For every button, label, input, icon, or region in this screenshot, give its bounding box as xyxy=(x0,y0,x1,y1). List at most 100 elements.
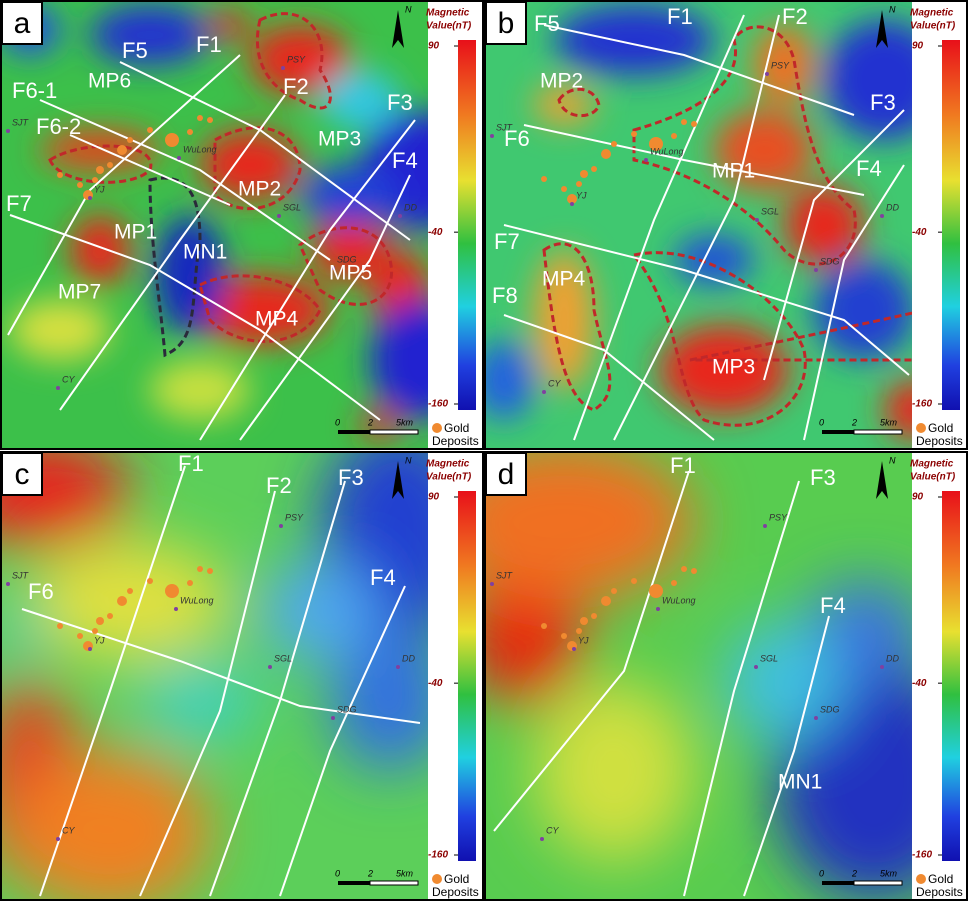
scale-label: 0 xyxy=(335,417,340,427)
scale-label: 5km xyxy=(396,868,414,878)
scale-bar xyxy=(369,880,419,886)
fault-label: F4 xyxy=(820,593,846,618)
map-panel: PSY SJT WuLong YJ SGL DD SDG CY F1 F2 F3 F4 F6 N 0 2 5km… xyxy=(0,451,484,901)
gold-deposit xyxy=(631,578,637,584)
gold-deposit xyxy=(77,633,83,639)
town-label: DD xyxy=(886,202,899,212)
town-label: PSY xyxy=(285,512,304,522)
fault-line xyxy=(573,14,745,441)
colorbar-tick-label: 90 xyxy=(428,41,440,52)
anomaly-outline xyxy=(542,242,612,412)
town-label: DD xyxy=(404,202,417,212)
legend-label: Deposits xyxy=(916,434,963,448)
colorbar xyxy=(458,491,476,861)
colorbar-tick-label: 90 xyxy=(912,41,924,52)
fault-line xyxy=(209,480,346,897)
fault-label: F4 xyxy=(370,565,396,590)
fault-line xyxy=(199,119,416,441)
scale-label: 0 xyxy=(335,868,340,878)
town-label: SDG xyxy=(820,256,840,266)
fault-label: F6 xyxy=(504,126,530,151)
gold-deposit xyxy=(165,584,179,598)
town-dot xyxy=(765,72,769,76)
anomaly-label: MP3 xyxy=(712,356,755,379)
anomaly-blob xyxy=(30,541,230,661)
town-label: SDG xyxy=(337,704,357,714)
town-dot xyxy=(572,647,576,651)
anomaly-blob xyxy=(150,360,250,420)
anomaly-field xyxy=(2,453,428,899)
legend-label: Gold xyxy=(444,421,469,435)
colorbar xyxy=(942,491,960,861)
scale-label: 5km xyxy=(880,868,898,878)
fault-line xyxy=(803,164,905,441)
anomaly-blob xyxy=(814,260,912,360)
scale-label: 0 xyxy=(819,868,824,878)
anomaly-label: MP1 xyxy=(712,160,755,183)
fault-label: F2 xyxy=(283,74,309,99)
anomaly-blob xyxy=(10,751,210,899)
gold-deposit xyxy=(77,182,83,188)
anomaly-label: MN1 xyxy=(778,771,822,794)
gold-deposit xyxy=(601,596,611,606)
scale-bar xyxy=(338,881,370,885)
anomaly-blob xyxy=(824,20,912,140)
scale-bar xyxy=(338,430,370,434)
fault-line xyxy=(21,608,421,724)
town-label: WuLong xyxy=(183,144,217,154)
fault-line xyxy=(503,224,910,376)
town-dot xyxy=(814,268,818,272)
anomaly-blob xyxy=(370,300,428,420)
gold-deposit xyxy=(107,613,113,619)
scale-label: 5km xyxy=(880,417,898,427)
north-label: N xyxy=(405,4,412,14)
town-label: SJT xyxy=(496,570,514,580)
colorbar-title: Value(nT) xyxy=(910,472,956,483)
anomaly-blob xyxy=(320,70,400,130)
fault-label: F6 xyxy=(28,579,54,604)
gold-deposit xyxy=(127,588,133,594)
anomaly-blob xyxy=(310,220,390,280)
fault-line xyxy=(7,54,241,336)
panel-letter-box xyxy=(1,452,43,496)
colorbar-title: Magnetic xyxy=(910,8,954,19)
gold-deposit xyxy=(649,584,663,598)
scale-label: 2 xyxy=(851,417,857,427)
gold-deposit xyxy=(580,617,588,625)
town-dot xyxy=(880,214,884,218)
panel-letter: a xyxy=(14,7,31,40)
town-label: WuLong xyxy=(180,595,214,605)
panel-letter: c xyxy=(15,458,30,491)
gold-deposit xyxy=(117,596,127,606)
gold-deposit xyxy=(187,580,193,586)
anomaly-blob xyxy=(554,5,714,75)
anomaly-blob xyxy=(534,681,694,861)
fault-line xyxy=(69,134,231,206)
town-label: SJT xyxy=(12,117,30,127)
north-label: N xyxy=(405,455,412,465)
panel-letter-box xyxy=(1,1,43,45)
fault-label: F3 xyxy=(810,465,836,490)
anomaly-outline xyxy=(631,251,807,427)
fault-line xyxy=(9,214,381,421)
fault-label: F1 xyxy=(196,32,222,57)
north-arrow xyxy=(876,461,888,499)
town-dot xyxy=(754,665,758,669)
anomaly-outline xyxy=(557,87,601,118)
scale-label: 2 xyxy=(367,417,373,427)
anomaly-label: MP2 xyxy=(238,178,281,201)
map-area: PSY SJT WuLong YJ SGL DD SDG CY F5 F1 F6-1 F6-2 F2 F3… xyxy=(2,2,428,448)
panel-letter-box xyxy=(485,1,527,45)
gold-deposit xyxy=(57,623,63,629)
town-dot xyxy=(542,390,546,394)
colorbar-tick-label: -160 xyxy=(428,850,448,861)
town-dot xyxy=(880,665,884,669)
anomaly-blob xyxy=(486,453,694,601)
scale-bar xyxy=(853,880,903,886)
gold-deposit xyxy=(681,119,687,125)
town-dot xyxy=(490,134,494,138)
town-dot xyxy=(331,716,335,720)
anomaly-outline xyxy=(298,226,393,306)
scale-bar xyxy=(822,881,854,885)
colorbar-tick-label: -40 xyxy=(428,678,443,689)
